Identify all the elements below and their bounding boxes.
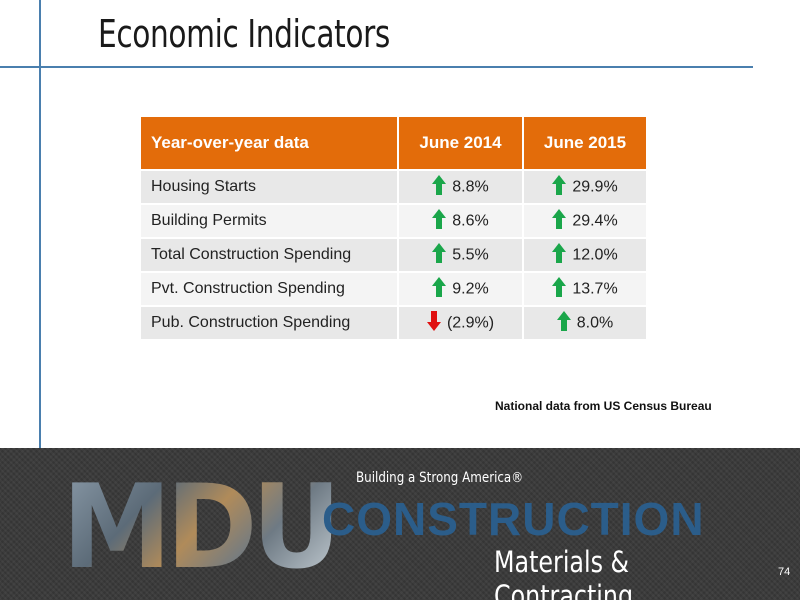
june-2015-value: 8.0% <box>576 314 614 332</box>
june-2014-value-cell: 9.2% <box>398 271 524 306</box>
june-2014-value: (2.9%) <box>446 314 495 332</box>
arrow-up-icon <box>556 310 571 336</box>
june-2014-value: 9.2% <box>452 280 489 298</box>
june-2015-value-cell: 13.7% <box>523 271 646 306</box>
slide-title: Economic Indicators <box>98 12 390 56</box>
row-label: Housing Starts <box>141 169 399 204</box>
arrow-up-icon <box>552 208 567 234</box>
arrow-down-icon <box>426 310 441 336</box>
june-2014-value: 8.6% <box>452 212 489 230</box>
june-2014-value: 5.5% <box>452 246 489 264</box>
arrow-up-icon <box>552 242 567 268</box>
arrow-up-icon <box>432 276 447 302</box>
june-2015-value: 12.0% <box>572 246 618 264</box>
brand-construction: CONSTRUCTION <box>322 493 705 545</box>
june-2015-value-cell: 8.0% <box>523 305 646 339</box>
june-2015-value: 13.7% <box>572 280 618 298</box>
mdu-logo: MDU <box>62 460 341 595</box>
june-2015-value: 29.9% <box>572 178 618 196</box>
june-2014-value-cell: 8.6% <box>398 203 524 238</box>
table-row: Building Permits 8.6% 29.4% <box>141 203 646 238</box>
arrow-up-icon <box>552 276 567 302</box>
june-2014-value-cell: 5.5% <box>398 237 524 272</box>
row-label: Pub. Construction Spending <box>141 305 399 339</box>
table-row: Total Construction Spending 5.5% 12.0% <box>141 237 646 272</box>
table-header-row: Year-over-year data June 2014 June 2015 <box>141 117 646 170</box>
june-2014-value-cell: (2.9%) <box>398 305 524 339</box>
arrow-up-icon <box>432 208 447 234</box>
header-june-2015: June 2015 <box>523 117 646 170</box>
header-year-over-year: Year-over-year data <box>141 117 399 170</box>
brand-materials-contracting: Materials & Contracting <box>494 545 634 613</box>
row-label: Total Construction Spending <box>141 237 399 272</box>
june-2014-value: 8.8% <box>452 178 489 196</box>
header-june-2014: June 2014 <box>398 117 524 170</box>
row-label: Pvt. Construction Spending <box>141 271 399 306</box>
row-label: Building Permits <box>141 203 399 238</box>
june-2015-value-cell: 12.0% <box>523 237 646 272</box>
june-2015-value-cell: 29.9% <box>523 169 646 204</box>
page-number: 74 <box>778 566 791 578</box>
arrow-up-icon <box>432 242 447 268</box>
table-row: Housing Starts 8.8% 29.9% <box>141 169 646 204</box>
vertical-accent-line <box>39 0 41 448</box>
june-2015-value-cell: 29.4% <box>523 203 646 238</box>
horizontal-accent-line <box>0 66 753 68</box>
arrow-up-icon <box>552 174 567 200</box>
indicators-table: Year-over-year data June 2014 June 2015 … <box>141 117 646 339</box>
source-note: National data from US Census Bureau <box>495 399 712 413</box>
tagline: Building a Strong America® <box>356 470 524 486</box>
table-row: Pvt. Construction Spending 9.2% 13.7% <box>141 271 646 306</box>
arrow-up-icon <box>432 174 447 200</box>
table-row: Pub. Construction Spending (2.9%) 8.0% <box>141 305 646 339</box>
june-2014-value-cell: 8.8% <box>398 169 524 204</box>
footer-banner <box>0 448 800 600</box>
june-2015-value: 29.4% <box>572 212 618 230</box>
